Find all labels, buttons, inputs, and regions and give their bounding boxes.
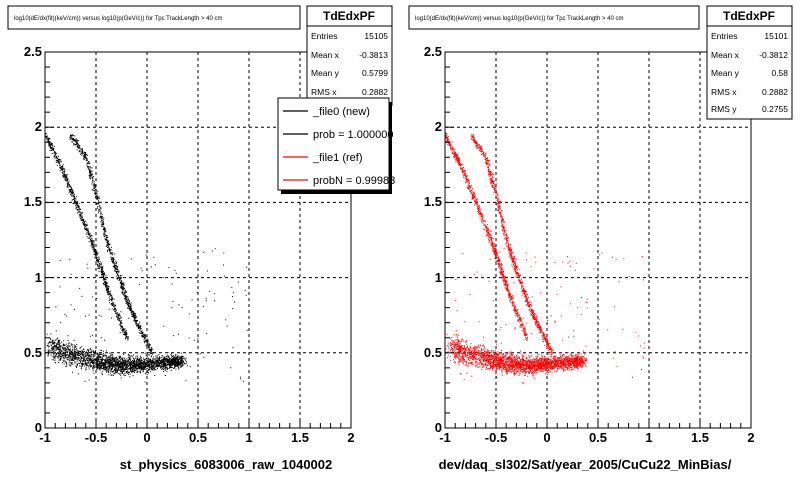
right-stats-label: Mean x — [711, 50, 740, 60]
right-panel: log10(dE/dx(fit)(keV/cm)) versus log10(p… — [408, 5, 793, 472]
left-scatter-kaons — [45, 133, 129, 341]
left-ytick-label: 2.5 — [24, 44, 42, 59]
right-xtick-label: 0 — [543, 430, 550, 445]
left-points — [45, 133, 248, 383]
left-xtick-label: -0.5 — [85, 430, 107, 445]
left-title-box — [7, 5, 301, 30]
legend-box: _file0 (new) prob = 1.000000 _file1 (ref… — [277, 97, 395, 194]
left-ytick-label: 1 — [35, 270, 42, 285]
right-stats-label: Mean y — [711, 68, 740, 78]
left-stats-value: -0.3813 — [359, 50, 388, 60]
left-panel: log10(dE/dx(fit)(keV/cm)) versus log10(p… — [7, 5, 395, 472]
right-x-tick-labels: -1 -0.5 0 0.5 1 1.5 2 — [439, 430, 754, 445]
left-xtick-label: 0 — [143, 430, 150, 445]
right-stats-label: RMS x — [711, 87, 737, 97]
left-ytick-label: 0.5 — [24, 345, 42, 360]
right-ytick-label: 0 — [435, 420, 442, 435]
left-ytick-label: 2 — [35, 119, 42, 134]
right-xtick-label: 2 — [747, 430, 754, 445]
right-ytick-label: 1 — [435, 270, 442, 285]
left-x-tick-labels: -1 -0.5 0 0.5 1 1.5 2 — [39, 430, 354, 445]
left-scatter-pions — [46, 330, 188, 379]
legend-label: probN = 0.99983 — [313, 175, 395, 187]
right-ytick-label: 2 — [435, 119, 442, 134]
left-stats-box: TdEdxPF Entries 15105 Mean x -0.3813 Mea… — [306, 5, 393, 106]
left-stats-label: Mean x — [311, 50, 340, 60]
left-stats-value: 0.2882 — [362, 87, 388, 97]
right-scatter-kaons — [445, 132, 529, 341]
right-x-axis-label: dev/daq_sl302/Sat/year_2005/CuCu22_MinBi… — [439, 457, 732, 472]
left-stats-name: TdEdxPF — [323, 9, 375, 23]
right-stats-value: 15101 — [764, 31, 788, 41]
right-ytick-label: 1.5 — [424, 194, 442, 209]
right-scatter-pions — [445, 330, 588, 379]
right-title: log10(dE/dx(fit)(keV/cm)) versus log10(p… — [415, 16, 623, 22]
left-xtick-label: 1.5 — [291, 430, 309, 445]
right-stats-label: RMS y — [711, 104, 737, 114]
left-stats-label: Mean y — [311, 68, 340, 78]
right-ytick-label: 2.5 — [424, 44, 442, 59]
right-ytick-label: 0.5 — [424, 345, 442, 360]
left-stats-label: RMS x — [311, 87, 337, 97]
left-ytick-label: 1.5 — [24, 194, 42, 209]
left-x-axis-label: st_physics_6083006_raw_1040002 — [120, 457, 333, 472]
right-xtick-label: -1 — [439, 430, 451, 445]
right-stats-value: 0.2882 — [762, 87, 788, 97]
right-stats-value: 0.2755 — [762, 104, 788, 114]
left-stats-value: 0.5799 — [362, 68, 388, 78]
right-xtick-label: -0.5 — [485, 430, 507, 445]
left-xtick-label: 2 — [347, 430, 354, 445]
right-plot-area — [444, 51, 752, 429]
left-y-tick-labels: 0 0.5 1 1.5 2 2.5 — [24, 44, 42, 435]
right-stats-name: TdEdxPF — [723, 9, 775, 23]
right-stats-value: -0.3812 — [759, 50, 788, 60]
right-stats-label: Entries — [711, 31, 737, 41]
legend-label: _file1 (ref) — [312, 152, 363, 164]
left-stats-label: Entries — [311, 31, 337, 41]
left-xtick-label: 0.5 — [189, 430, 207, 445]
right-points — [445, 132, 645, 384]
right-stats-box: TdEdxPF Entries 15101 Mean x -0.3812 Mea… — [706, 5, 793, 120]
right-title-box — [408, 5, 700, 30]
legend-label: _file0 (new) — [312, 106, 370, 118]
right-xtick-label: 1.5 — [691, 430, 709, 445]
right-xtick-label: 1 — [645, 430, 652, 445]
left-ytick-label: 0 — [35, 420, 42, 435]
right-stats-value: 0.58 — [771, 68, 788, 78]
right-xtick-label: 0.5 — [589, 430, 607, 445]
right-axis-ticks — [444, 51, 752, 429]
left-xtick-label: 1 — [245, 430, 252, 445]
right-y-tick-labels: 0 0.5 1 1.5 2 2.5 — [424, 44, 442, 435]
legend-label: prob = 1.000000 — [313, 129, 393, 141]
left-xtick-label: -1 — [39, 430, 51, 445]
left-stats-value: 15105 — [364, 31, 388, 41]
left-title: log10(dE/dx(fit)(keV/cm)) versus log10(p… — [14, 16, 222, 22]
left-axis-ticks — [44, 51, 352, 429]
